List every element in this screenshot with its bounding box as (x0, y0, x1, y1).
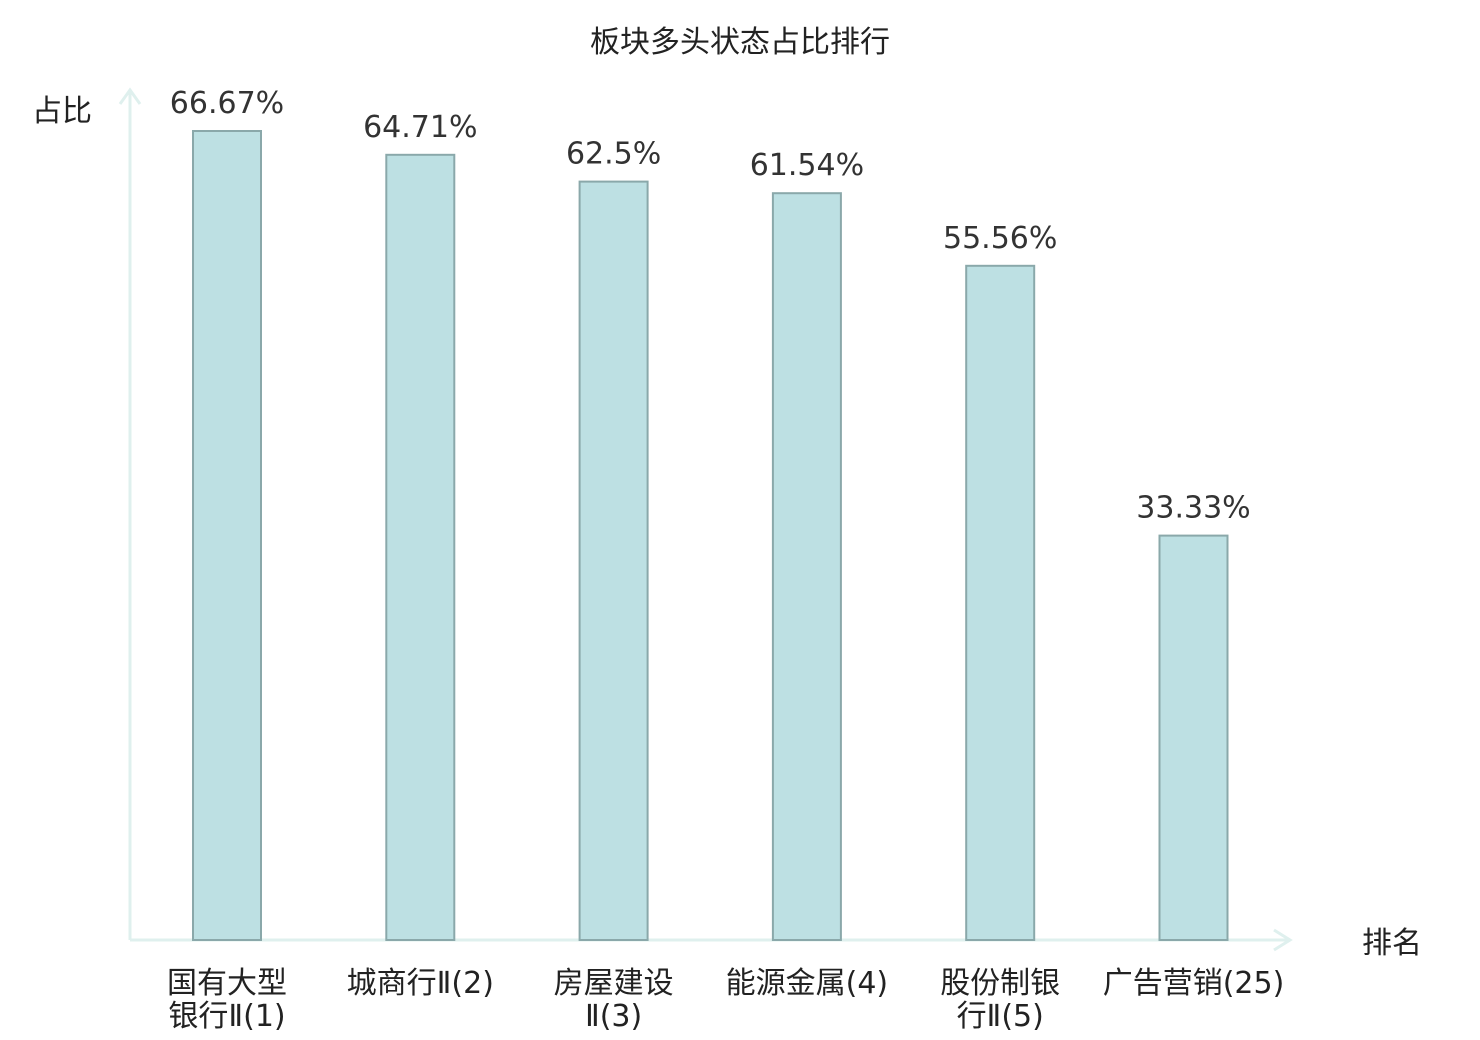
value-labels-group: 66.67% 64.71% 62.5% 61.54% 55.56% 33.33% (170, 86, 1251, 526)
category-label-6: 广告营销(25) (1103, 966, 1285, 1001)
category-label-5-line-2: 行Ⅱ(5) (957, 999, 1044, 1034)
category-label-3-line-2: Ⅱ(3) (585, 999, 642, 1034)
category-label-1-line-1: 国有大型 (167, 966, 287, 1001)
value-label-5: 55.56% (943, 221, 1057, 256)
y-axis-arrow (118, 87, 142, 105)
category-label-3-line-1: 房屋建设 (554, 966, 674, 1001)
value-label-2: 64.71% (363, 110, 477, 145)
bar-4 (771, 192, 842, 941)
x-axis-arrow (1273, 928, 1293, 952)
category-label-5-line-1: 股份制银 (940, 966, 1060, 1001)
bar-6 (1158, 534, 1229, 941)
bar-5 (965, 264, 1036, 941)
value-label-6: 33.33% (1136, 491, 1250, 526)
bar-1 (192, 130, 262, 941)
value-label-4: 61.54% (750, 148, 864, 183)
y-axis-label: 占比 (32, 94, 92, 129)
category-label-2: 城商行Ⅱ(2) (347, 966, 494, 1001)
bar-2 (385, 153, 456, 942)
value-label-1: 66.67% (170, 86, 284, 121)
bar-3 (578, 180, 649, 942)
category-label-4: 能源金属(4) (726, 966, 889, 1001)
category-label-1-line-2: 银行Ⅱ(1) (168, 999, 285, 1034)
x-axis-label: 排名 (1362, 926, 1422, 961)
bars-group (192, 130, 1229, 942)
value-label-3: 62.5% (566, 137, 661, 172)
chart-title: 板块多头状态占比排行 (590, 25, 890, 60)
